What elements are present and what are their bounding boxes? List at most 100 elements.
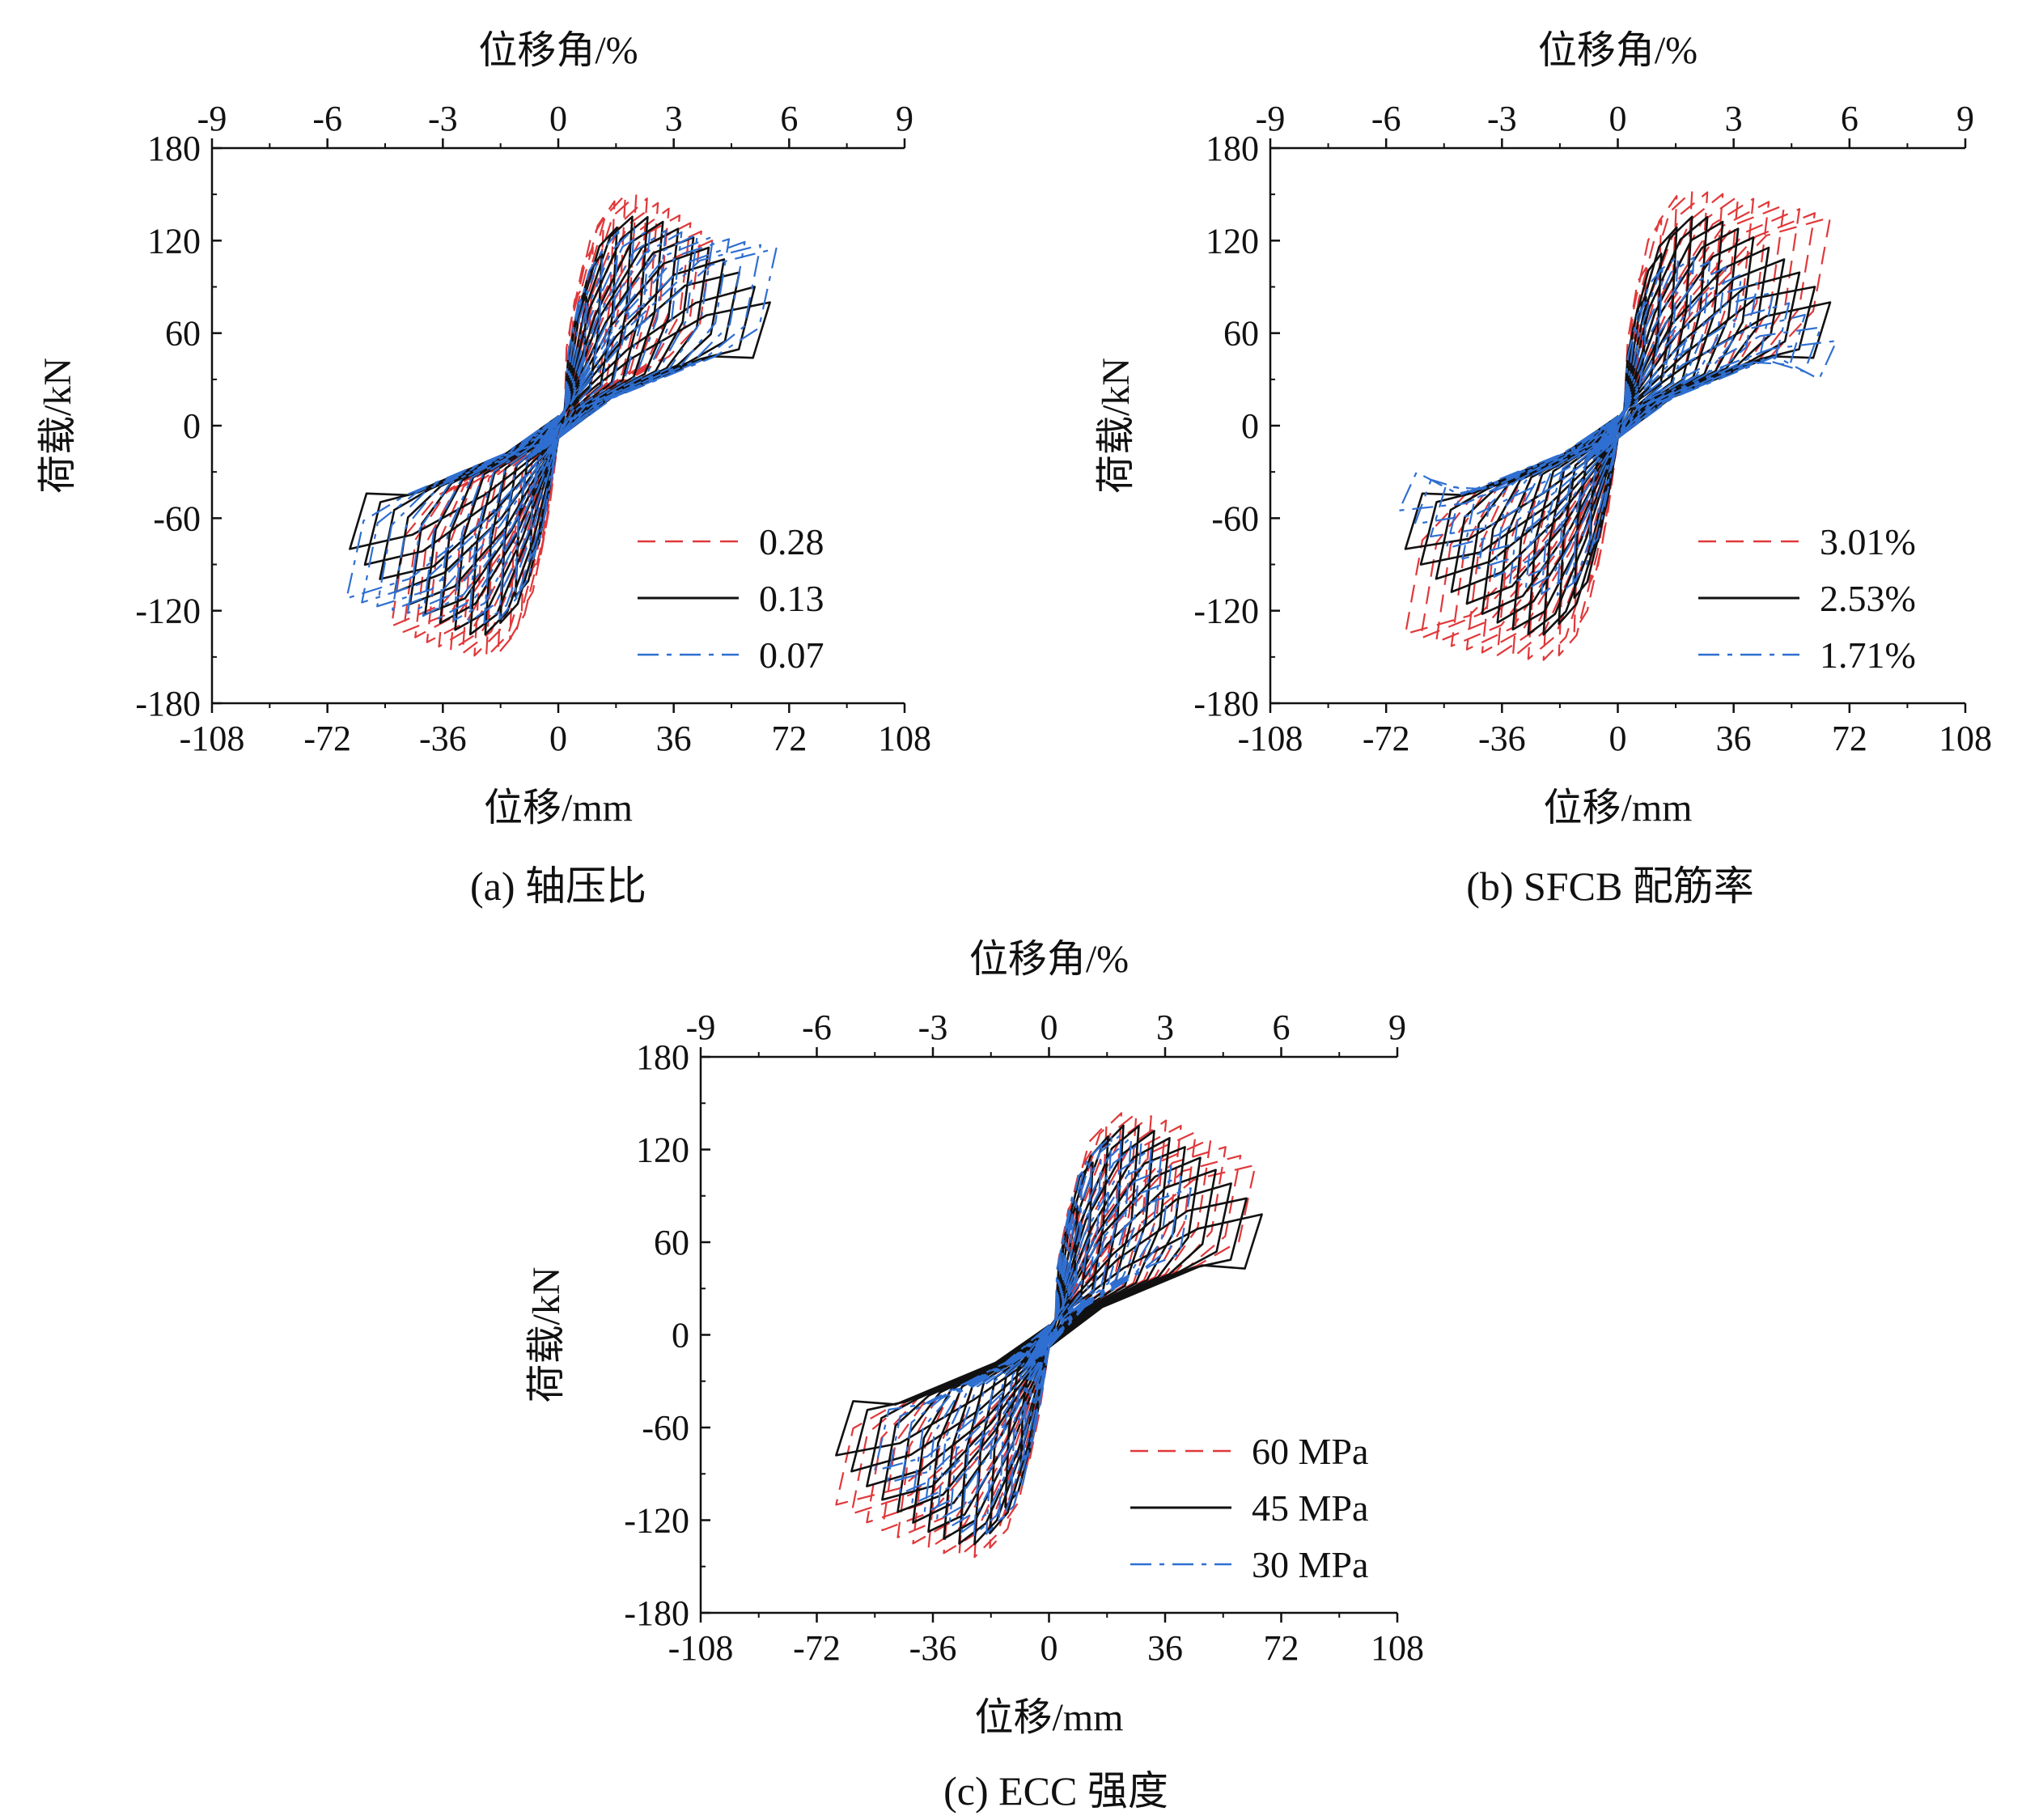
x-tick-label: 72: [1264, 1628, 1299, 1668]
y-axis-title: 荷载/kN: [525, 1266, 568, 1402]
y-tick-label: -60: [1211, 498, 1259, 538]
series-2-loop-11: [1414, 326, 1822, 525]
series-2-loop-9: [392, 238, 731, 611]
x-axis-title: 位移/mm: [974, 1696, 1123, 1739]
y-axis-title: 荷载/kN: [36, 358, 79, 494]
series-group: [835, 1112, 1263, 1559]
legend-label-0: 0.28: [759, 521, 824, 562]
y-tick-label: 60: [165, 314, 201, 354]
series-0-loop-12: [1404, 216, 1832, 635]
x2-tick-label: 0: [1041, 1008, 1058, 1047]
x2-tick-label: 9: [896, 99, 913, 138]
y-tick-label: 60: [654, 1223, 689, 1262]
series-group: [345, 193, 778, 658]
x-tick-label: 0: [1609, 719, 1627, 758]
x-tick-label: -72: [793, 1628, 841, 1668]
x-tick-label: 72: [1832, 719, 1867, 758]
x2-tick-label: -9: [1256, 99, 1286, 138]
x-tick-label: -108: [1238, 719, 1303, 758]
series-2-loop-5: [960, 1133, 1123, 1534]
x-axis-title: 位移/mm: [1543, 787, 1692, 829]
x2-tick-label: -3: [1487, 99, 1517, 138]
x-tick-label: 36: [1716, 719, 1752, 758]
x-tick-label: 108: [878, 719, 931, 758]
y-tick-label: 120: [147, 221, 201, 261]
y-tick-label: -180: [624, 1593, 689, 1633]
x-tick-label: -72: [1363, 719, 1410, 758]
legend-label-0: 3.01%: [1820, 521, 1916, 562]
x-tick-label: 108: [1371, 1628, 1424, 1668]
y-tick-label: 0: [672, 1316, 689, 1355]
series-2-loop-7: [422, 233, 698, 617]
x-tick-label: 0: [1041, 1628, 1058, 1668]
series-0-loop-7: [1481, 197, 1755, 654]
series-group: [1398, 190, 1837, 661]
x2-tick-label: -3: [918, 1008, 948, 1047]
x-tick-label: 36: [1147, 1628, 1183, 1668]
y-tick-label: 60: [1223, 314, 1259, 354]
series-2-loop-11: [361, 244, 762, 604]
x-tick-label: 36: [656, 719, 692, 758]
x-tick-label: -108: [668, 1628, 734, 1668]
y-axis-title: 荷载/kN: [1095, 358, 1138, 494]
x2-tick-label: 6: [1273, 1008, 1291, 1047]
x2-tick-label: 9: [1388, 1008, 1406, 1047]
y-tick-label: -120: [1193, 592, 1259, 631]
y-tick-label: 0: [1241, 406, 1259, 446]
x-tick-label: 0: [549, 719, 567, 758]
y-tick-label: -120: [624, 1501, 689, 1541]
x2-tick-label: 6: [1841, 99, 1859, 138]
series-2-loop-12: [874, 1187, 1192, 1472]
x2-tick-label: 6: [780, 99, 798, 138]
x-tick-label: -108: [180, 719, 245, 758]
series-2-loop-12: [345, 247, 778, 600]
legend-label-1: 2.53%: [1820, 578, 1916, 619]
legend-label-1: 45 MPa: [1252, 1487, 1368, 1529]
legend-label-2: 1.71%: [1820, 634, 1916, 676]
series-2-loop-2: [1556, 255, 1680, 596]
y-tick-label: 0: [183, 406, 201, 446]
x-tick-label: 108: [1939, 719, 1992, 758]
x2-tick-label: 3: [665, 99, 683, 138]
x2-axis-title: 位移角/%: [478, 29, 638, 72]
y-tick-label: 180: [636, 1037, 689, 1077]
legend-label-0: 60 MPa: [1252, 1431, 1368, 1472]
x-tick-label: 72: [771, 719, 807, 758]
y-tick-label: 120: [636, 1131, 689, 1170]
subplot-caption: (c) ECC 强度: [943, 1768, 1168, 1814]
x2-tick-label: 0: [549, 99, 567, 138]
series-2-loop-11: [886, 1175, 1182, 1484]
x2-axis-title: 位移角/%: [1538, 29, 1698, 72]
y-tick-label: -180: [135, 684, 201, 723]
x-axis-title: 位移/mm: [484, 787, 633, 829]
series-2-loop-10: [898, 1165, 1172, 1495]
x2-tick-label: 3: [1156, 1008, 1174, 1047]
y-tick-label: 180: [147, 129, 201, 168]
x2-axis-title: 位移角/%: [969, 938, 1129, 981]
x2-tick-label: -9: [197, 99, 227, 138]
series-2-loop-7: [935, 1141, 1142, 1522]
subplot-caption: (a) 轴压比: [470, 863, 646, 909]
x-tick-label: -36: [909, 1628, 957, 1668]
y-tick-label: 120: [1206, 221, 1259, 261]
x2-tick-label: 3: [1725, 99, 1743, 138]
x2-tick-label: 0: [1609, 99, 1627, 138]
x2-tick-label: -6: [312, 99, 342, 138]
series-2-loop-0: [1587, 301, 1648, 550]
y-tick-label: -60: [153, 498, 201, 538]
series-2-loop-1: [514, 249, 604, 600]
x2-tick-label: 9: [1956, 99, 1974, 138]
series-2-loop-6: [437, 231, 683, 620]
x-tick-label: -36: [1478, 719, 1526, 758]
x2-tick-label: -6: [802, 1008, 832, 1047]
legend-label-1: 0.13: [759, 578, 824, 619]
y-tick-label: 180: [1206, 129, 1259, 168]
x2-tick-label: -9: [686, 1008, 716, 1047]
series-2-loop-9: [911, 1156, 1163, 1505]
series-2-loop-5: [1509, 266, 1727, 585]
legend-label-2: 0.07: [759, 634, 824, 676]
series-2-loop-8: [923, 1148, 1152, 1514]
